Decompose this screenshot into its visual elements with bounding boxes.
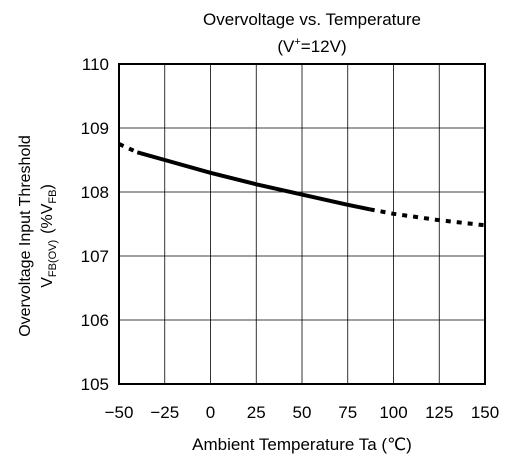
x-tick-label: 25: [247, 403, 266, 422]
series-line-dotted: [369, 207, 486, 228]
y-tick-label: 109: [81, 119, 109, 138]
series-line-dotted: [118, 142, 139, 155]
y-axis-label-line1: Overvoltage Input Threshold: [17, 135, 34, 337]
y-axis-label: Overvoltage Input Threshold VFB(OV)(%VFB…: [17, 135, 59, 337]
y-tick-label: 108: [81, 183, 109, 202]
x-tick-label: 150: [471, 403, 499, 422]
x-tick-label: 50: [293, 403, 312, 422]
x-tick-label: 100: [379, 403, 407, 422]
plot-frame: [118, 63, 486, 385]
y-tick-label: 110: [82, 55, 109, 74]
y-tick-label: 106: [81, 311, 109, 330]
x-tick-label: 75: [338, 403, 357, 422]
y-axis-label-line2: VFB(OV)(%VFB): [39, 184, 59, 288]
y-tick-labels: 105 106 107 108 109 110: [81, 55, 109, 394]
series-line-solid: [136, 150, 371, 212]
y-tick-label: 105: [81, 375, 109, 394]
y-tick-label: 107: [81, 247, 109, 266]
grid: [119, 64, 485, 384]
x-tick-label: −25: [150, 403, 179, 422]
x-tick-label: 0: [206, 403, 215, 422]
x-tick-label: 125: [425, 403, 453, 422]
x-tick-label: −50: [105, 403, 134, 422]
chart-subtitle: (V+=12V): [277, 36, 346, 56]
x-tick-labels: −50 −25 0 25 50 75 100 125 150: [105, 403, 500, 422]
x-axis-label: Ambient Temperature Ta (℃): [192, 435, 412, 454]
chart-title: Overvoltage vs. Temperature: [203, 10, 421, 29]
data-series: [118, 142, 486, 228]
